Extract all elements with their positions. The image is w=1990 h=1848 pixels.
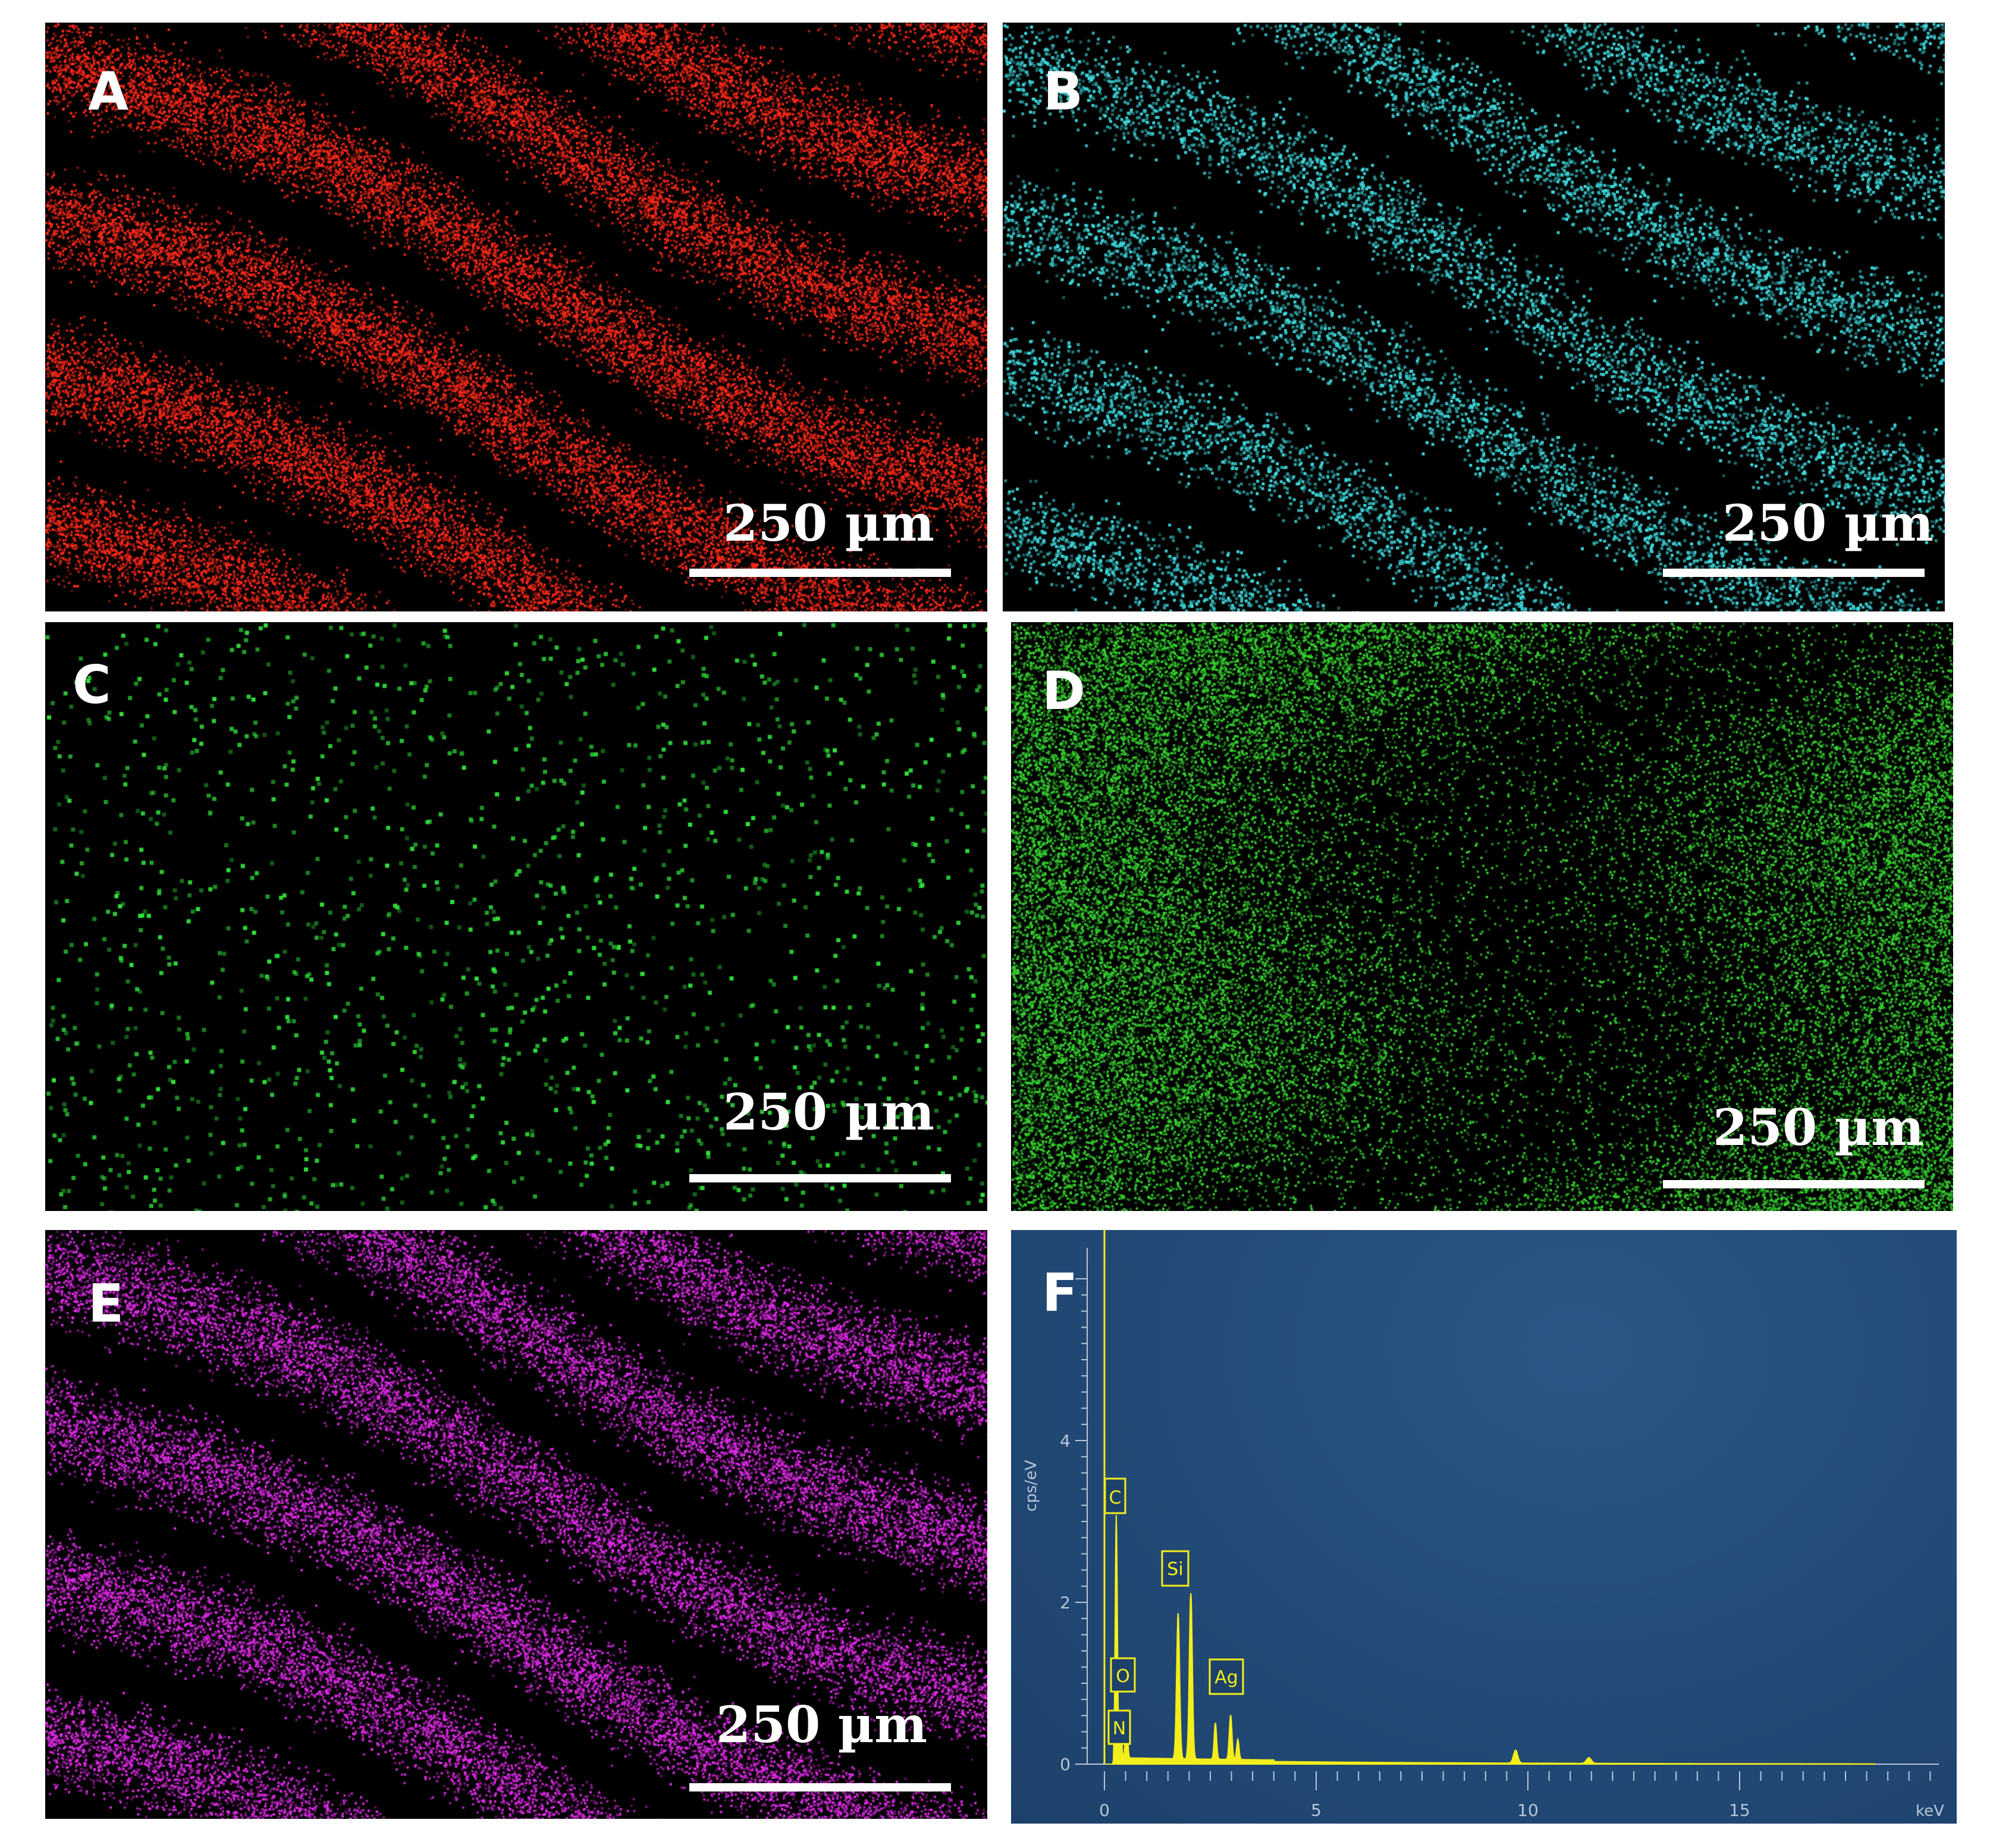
- y-tick-label: 0: [1060, 1755, 1071, 1774]
- y-axis-label: cps/eV: [1022, 1460, 1040, 1511]
- panel-label-b: B: [1043, 61, 1084, 122]
- map-canvas-e: [45, 1230, 987, 1819]
- panel-label-a: A: [88, 61, 129, 122]
- y-tick-label: 2: [1060, 1593, 1071, 1612]
- scale-bar-c: [689, 1174, 951, 1182]
- map-canvas-a: [45, 23, 987, 611]
- peak-label-n: N: [1107, 1709, 1131, 1745]
- x-tick-label: 0: [1099, 1800, 1110, 1820]
- svg-text:N: N: [1113, 1718, 1126, 1739]
- eds-spectrum: cps/eV keV C O N Si Ag 0 5 10 15 0 2 4: [1022, 1230, 1944, 1820]
- element-map-a: A 250 µm: [45, 23, 987, 611]
- map-canvas-c: [45, 622, 987, 1211]
- svg-text:C: C: [1109, 1488, 1122, 1508]
- panel-label-f: F: [1042, 1262, 1078, 1323]
- peak-label-c: C: [1104, 1477, 1126, 1514]
- scale-bar-label-a: 250 µm: [723, 494, 934, 553]
- x-tick-label: 10: [1517, 1800, 1539, 1820]
- panel-label-e: E: [88, 1273, 124, 1334]
- x-tick-label: 15: [1729, 1800, 1750, 1820]
- x-axis-unit-label: keV: [1916, 1802, 1944, 1820]
- scale-bar-a: [689, 569, 951, 577]
- element-map-e: E 250 µm: [45, 1230, 987, 1819]
- scale-bar-label-b: 250 µm: [1722, 494, 1933, 553]
- panel-label-c: C: [73, 654, 111, 716]
- element-map-d: D 250 µm: [1011, 622, 1953, 1211]
- scale-bar-label-d: 250 µm: [1713, 1098, 1924, 1157]
- peak-label-si: Si: [1161, 1550, 1189, 1587]
- scale-bar-label-e: 250 µm: [716, 1695, 927, 1754]
- scale-bar-e: [689, 1783, 951, 1791]
- element-map-b: B 250 µm: [1003, 23, 1945, 611]
- peak-label-o: O: [1110, 1657, 1136, 1693]
- element-map-c: C 250 µm: [45, 622, 987, 1211]
- eds-spectrum-panel: cps/eV keV C O N Si Ag 0 5 10 15 0 2 4: [1011, 1230, 1957, 1824]
- panel-label-d: D: [1042, 660, 1086, 721]
- svg-text:Ag: Ag: [1214, 1667, 1238, 1688]
- x-tick-label: 5: [1311, 1800, 1322, 1820]
- scale-bar-b: [1663, 569, 1925, 577]
- map-canvas-d: [1011, 622, 1953, 1211]
- peak-label-ag: Ag: [1209, 1658, 1244, 1695]
- map-canvas-b: [1003, 23, 1945, 611]
- scale-bar-label-c: 250 µm: [723, 1083, 934, 1141]
- scale-bar-d: [1663, 1180, 1925, 1188]
- svg-text:Si: Si: [1167, 1559, 1183, 1580]
- y-tick-label: 4: [1060, 1431, 1071, 1451]
- svg-text:O: O: [1116, 1666, 1130, 1687]
